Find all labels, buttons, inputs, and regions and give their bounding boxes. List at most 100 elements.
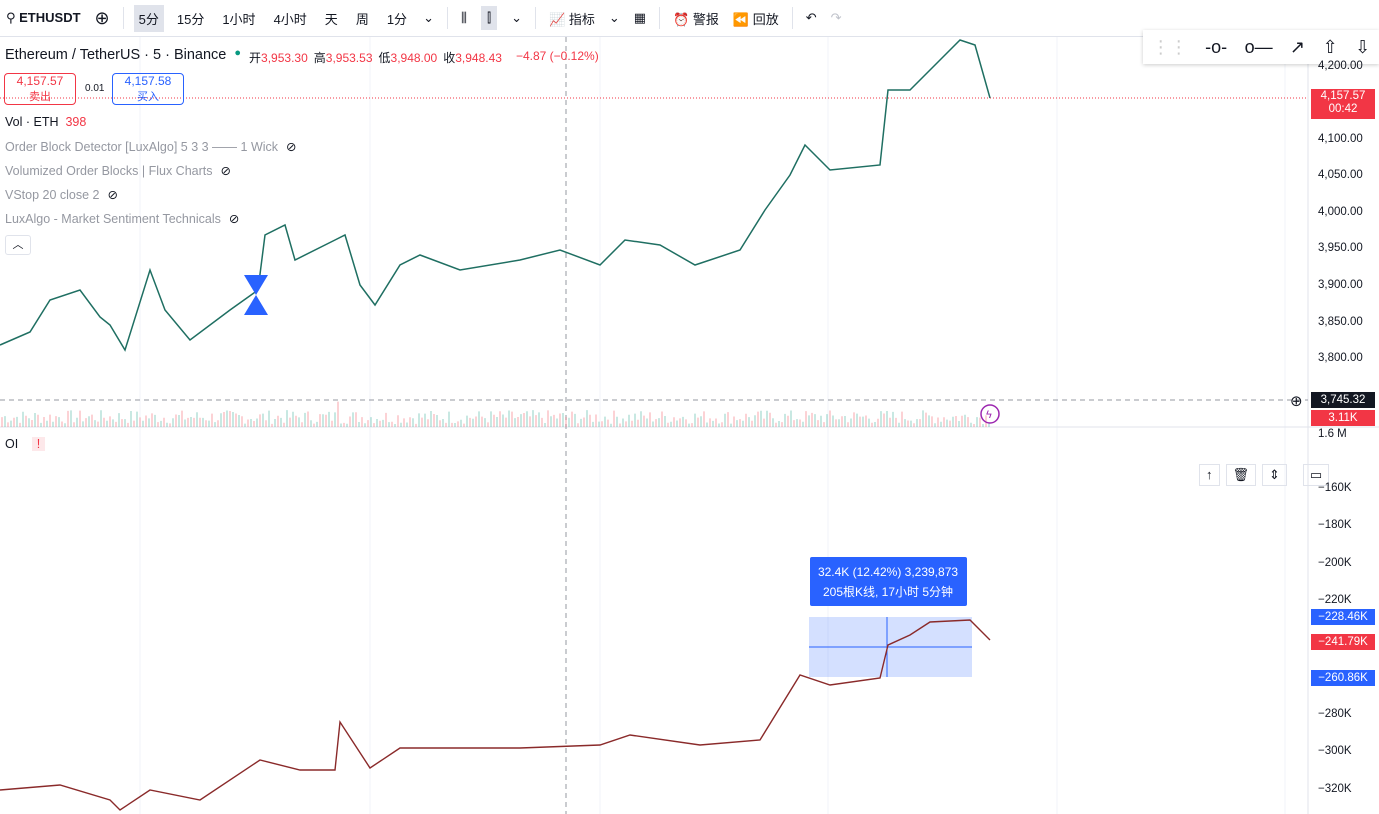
- ohlc-item: 开3,953.30: [249, 51, 308, 65]
- alert-label[interactable]: 警报: [692, 11, 719, 27]
- indicator: Volumized Order Blocks | Flux Charts ⊘: [5, 163, 231, 178]
- layouts[interactable]: ▦: [633, 10, 647, 25]
- price-tick-label: 3,850.00: [1318, 316, 1363, 328]
- bar-style[interactable]: ⫼: [460, 10, 467, 25]
- volume-name[interactable]: Vol · ETH: [5, 115, 59, 129]
- style-menu[interactable]: ⌄: [511, 10, 523, 25]
- hidden-icon[interactable]: ⊘: [220, 164, 231, 178]
- sell-label[interactable]: 卖出: [29, 91, 51, 103]
- replay-button[interactable]: ⏪ 回放: [732, 11, 779, 27]
- volume-scale: 1.6 M: [1318, 428, 1347, 440]
- pane-delete[interactable]: 🗑: [1225, 464, 1257, 486]
- change: −4.87 (−0.12%): [515, 49, 599, 63]
- ohlc-item: 高3,953.53: [314, 51, 373, 65]
- intervals: 5分 15分 1小时 4小时 天 周 1分: [130, 4, 416, 32]
- indicators-menu[interactable]: ⌄: [608, 10, 620, 25]
- oi-badge: −260.86K: [1311, 670, 1375, 686]
- buy-label[interactable]: 买入: [137, 91, 159, 103]
- symbol-search[interactable]: ⚲ ETHUSDT: [6, 10, 81, 25]
- oi-tick-label: −280K: [1318, 708, 1352, 720]
- replay-label[interactable]: 回放: [752, 11, 779, 27]
- crosshair-add[interactable]: ⊕: [1290, 393, 1303, 410]
- interval[interactable]: 4小时: [273, 11, 307, 27]
- grid: [139, 37, 1286, 814]
- indicator-name[interactable]: LuxAlgo - Market Sentiment Technicals: [5, 212, 221, 226]
- pane-controls: ↑ 🗑 ⇕ ▭: [1199, 464, 1330, 486]
- buy-price[interactable]: 4,157.58: [124, 74, 172, 88]
- oi-tick-label: −200K: [1318, 557, 1352, 569]
- indicator: Order Block Detector [LuxAlgo] 5 3 3 —— …: [5, 139, 297, 154]
- indicators-label[interactable]: 指标: [568, 11, 595, 27]
- price-tick-label: 4,050.00: [1318, 169, 1363, 181]
- event-glyph: ϟ: [986, 409, 992, 421]
- alert-button[interactable]: ⏰ 警报: [673, 11, 719, 27]
- crosshair-price: 3,745.32: [1311, 392, 1375, 408]
- volume-legend: Vol · ETH 398: [5, 115, 86, 129]
- legend-title[interactable]: Ethereum / TetherUS · 5 · Binance: [5, 47, 227, 63]
- pane-maximize[interactable]: ▭: [1302, 464, 1330, 486]
- indicators-button[interactable]: 📈 指标: [549, 11, 595, 27]
- oi-badge: −228.46K: [1311, 609, 1375, 625]
- add-symbol[interactable]: ⊕: [94, 7, 110, 28]
- indicator: LuxAlgo - Market Sentiment Technicals ⊘: [5, 211, 239, 226]
- price-tick-label: 3,900.00: [1318, 279, 1363, 291]
- ohlc-label: 收: [443, 51, 456, 65]
- interval[interactable]: 5分: [133, 4, 164, 32]
- ohlc-value: 3,953.30: [261, 51, 308, 65]
- ohlc-value: 3,953.53: [325, 51, 373, 65]
- interval[interactable]: 1小时: [222, 11, 256, 27]
- drag[interactable]: ⋮⋮: [1151, 36, 1188, 57]
- interval[interactable]: 周: [355, 11, 369, 27]
- indicator-name[interactable]: Order Block Detector [LuxAlgo] 5 3 3 —— …: [5, 140, 279, 154]
- undo[interactable]: ↶: [805, 10, 817, 25]
- interval[interactable]: 天: [324, 11, 338, 27]
- sell-price[interactable]: 4,157.57: [16, 74, 64, 88]
- hidden-icon[interactable]: ⊘: [286, 140, 297, 154]
- spread: 0.01: [85, 83, 105, 94]
- volume-bars: [1, 401, 990, 427]
- oi-tick-label: −320K: [1318, 783, 1352, 795]
- interval-menu[interactable]: ⌄: [423, 10, 434, 25]
- ohlc-item: 低3,948.00: [379, 51, 438, 65]
- volume-badge: 3.11K: [1311, 410, 1375, 426]
- oi-tick-label: −220K: [1318, 594, 1352, 606]
- oi-tick-label: −300K: [1318, 745, 1352, 757]
- oi-label[interactable]: OI: [5, 437, 19, 451]
- oi-series: [0, 619, 991, 811]
- volume-value: 398: [65, 115, 87, 129]
- pane-up[interactable]: ↑: [1199, 464, 1220, 486]
- pane-collapse[interactable]: ⇕: [1262, 464, 1287, 486]
- oi-badge: −241.79K: [1311, 634, 1375, 650]
- hidden-icon[interactable]: ⊘: [107, 188, 118, 202]
- order-block-marker: [244, 275, 268, 315]
- indicator-name[interactable]: VStop 20 close 2: [5, 188, 100, 202]
- tool-ray[interactable]: o—: [1244, 36, 1273, 57]
- event-icon[interactable]: [980, 404, 1000, 424]
- last-price: 4,157.57: [1320, 90, 1366, 102]
- oi-legend: OI !: [5, 437, 46, 451]
- indicator-name[interactable]: Volumized Order Blocks | Flux Charts: [5, 164, 213, 178]
- hidden-icon[interactable]: ⊘: [228, 212, 240, 226]
- tool-arrow-up[interactable]: ⇧: [1322, 36, 1338, 57]
- tool-hline[interactable]: -o-: [1205, 36, 1228, 57]
- measure-line-1: 32.4K (12.42%) 3,239,873: [818, 565, 958, 579]
- symbol[interactable]: ETHUSDT: [19, 10, 81, 25]
- tool-arrow-down[interactable]: ⇩: [1355, 36, 1371, 57]
- legend: Ethereum / TetherUS · 5 · Binance ● 开3,9…: [5, 47, 599, 65]
- top-toolbar: ⚲ ETHUSDT ⊕ 5分 15分 1小时 4小时 天 周 1分 ⌄ ⫼ ⫿ ⌄ 📈 指标…: [0, 0, 1379, 37]
- buy-button[interactable]: 4,157.58 买入: [112, 73, 184, 105]
- interval[interactable]: 1分: [386, 11, 408, 27]
- countdown: 00:42: [1328, 103, 1358, 115]
- redo[interactable]: ↷: [830, 10, 842, 25]
- collapse-legend[interactable]: ︿: [5, 235, 31, 255]
- price-tick-label: 3,950.00: [1318, 242, 1363, 254]
- candle-style[interactable]: ⫿: [480, 6, 498, 30]
- price-tick-label: 4,000.00: [1318, 206, 1363, 218]
- ohlc-value: 3,948.43: [455, 51, 502, 65]
- price-series: [0, 39, 991, 352]
- interval[interactable]: 15分: [176, 11, 205, 27]
- ohlc-label: 低: [378, 51, 391, 65]
- tool-arrow[interactable]: ↗: [1290, 36, 1306, 57]
- sell-button[interactable]: 4,157.57 卖出: [4, 73, 76, 105]
